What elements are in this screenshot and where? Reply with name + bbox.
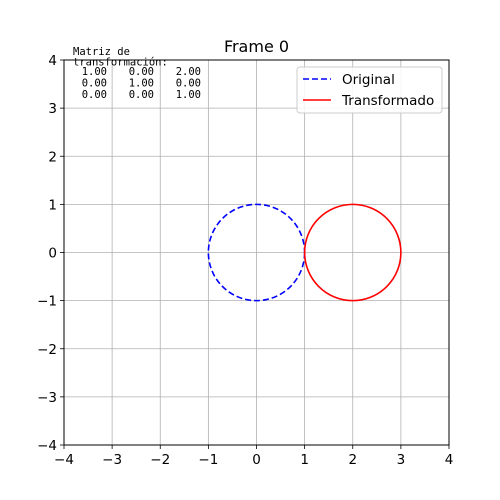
matrix-caption: transformación: — [73, 57, 168, 69]
plot-series — [207, 203, 402, 302]
axis-ticks: −4 −3 −2 −1 0 1 2 3 4 −4 −3 −2 −1 0 1 2 3 4 — [37, 53, 453, 468]
x-tick-label: 4 — [445, 452, 454, 468]
matrix-cell: 0.00 — [129, 66, 154, 78]
y-tick-label: 2 — [48, 149, 57, 165]
x-tick-label: 0 — [252, 452, 261, 468]
y-tick-label: −4 — [37, 438, 57, 454]
legend-label: Transformado — [341, 93, 434, 109]
matrix-cell: 0.00 — [82, 89, 107, 101]
matrix-cell: 2.00 — [176, 66, 201, 78]
x-tick-label: −1 — [198, 452, 218, 468]
x-tick-label: −2 — [150, 452, 170, 468]
y-tick-label: −2 — [37, 342, 57, 358]
x-tick-label: 2 — [348, 452, 357, 468]
y-tick-label: 3 — [48, 101, 57, 117]
matrix-cell: 0.00 — [176, 78, 201, 90]
x-tick-label: 3 — [397, 452, 406, 468]
matrix-cell: 0.00 — [129, 89, 154, 101]
chart-title: Frame 0 — [224, 37, 289, 56]
matrix-cell: 1.00 — [176, 89, 201, 101]
matrix-cell: 0.00 — [82, 78, 107, 90]
y-tick-label: −3 — [37, 390, 57, 406]
matrix-caption: Matriz de — [73, 46, 130, 58]
x-tick-label: 1 — [300, 452, 309, 468]
series-transformado-circle — [303, 203, 402, 302]
y-tick-label: 0 — [48, 246, 57, 262]
y-tick-label: 1 — [48, 197, 57, 213]
x-tick-label: −4 — [54, 452, 74, 468]
matrix-cell: 1.00 — [82, 66, 107, 78]
y-tick-label: 4 — [48, 53, 57, 69]
matrix-cell: 1.00 — [129, 78, 154, 90]
legend-box — [296, 66, 443, 114]
x-tick-label: −3 — [102, 452, 122, 468]
legend-label: Original — [342, 72, 395, 88]
legend: Original Transformado — [296, 66, 443, 114]
y-tick-label: −1 — [37, 294, 57, 310]
